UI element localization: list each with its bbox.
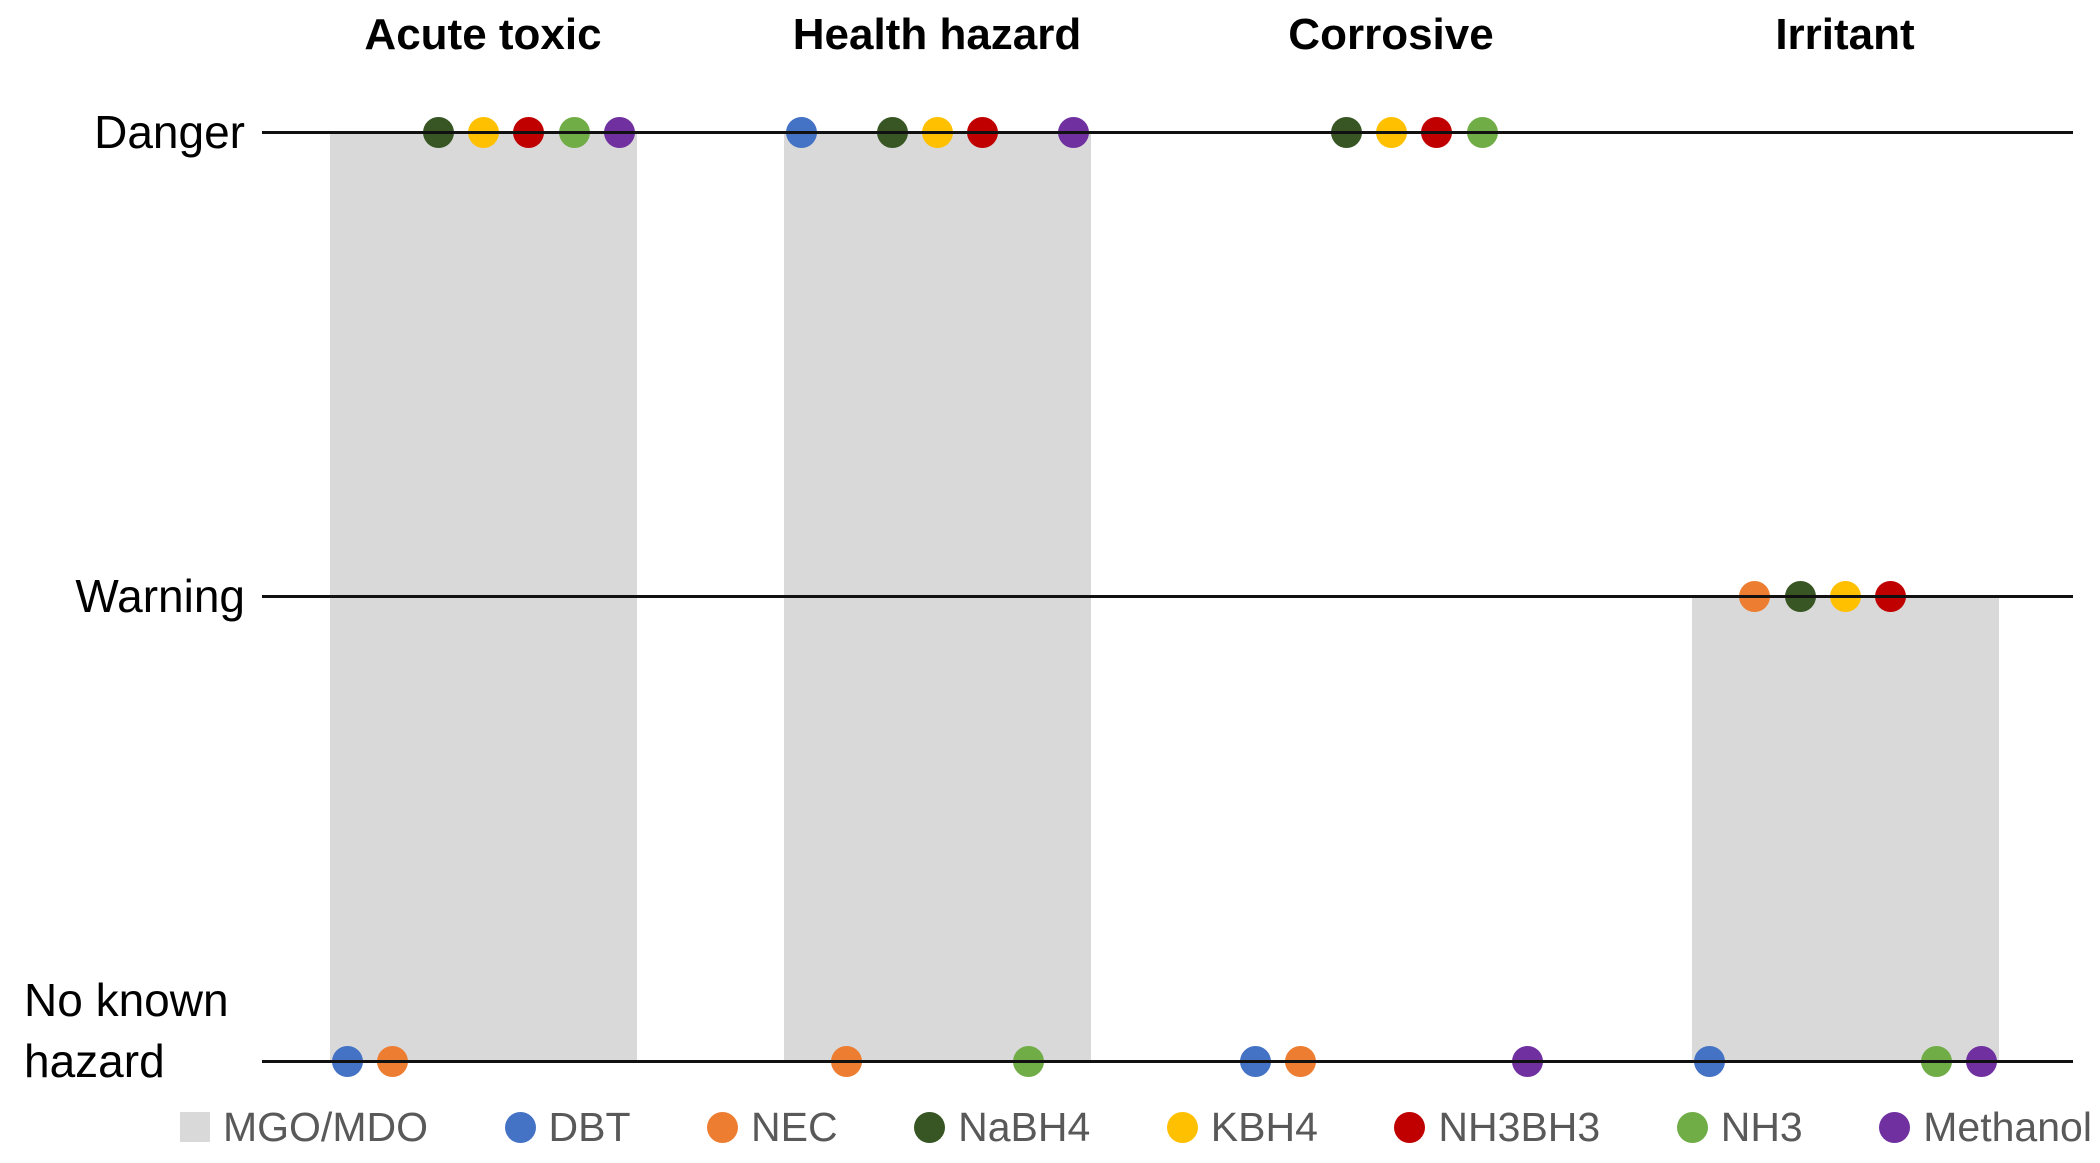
legend-label-mgo-mdo: MGO/MDO <box>223 1103 428 1150</box>
legend-item-nh3bh3: NH3BH3 <box>1394 1104 1600 1151</box>
legend-item-dbt: DBT <box>504 1103 631 1151</box>
legend-square-icon-mgo-mdo <box>180 1112 210 1142</box>
legend-circle-icon-nec <box>707 1111 739 1143</box>
legend-label-nh3: NH3 <box>1720 1103 1803 1150</box>
legend-label-nabh4: NaBH4 <box>958 1103 1091 1150</box>
legend-circle-icon-kbh4 <box>1166 1111 1198 1143</box>
legend-item-methanol: Methanol <box>1879 1104 2092 1151</box>
level-line-no-known-hazard <box>262 1060 2073 1063</box>
legend-label-dbt: DBT <box>548 1103 631 1150</box>
legend-circle-icon-methanol <box>1879 1111 1911 1143</box>
legend-circle-icon-nh3bh3 <box>1394 1111 1426 1143</box>
legend-label-kbh4: KBH4 <box>1210 1103 1318 1150</box>
legend-item-nabh4: NaBH4 <box>914 1104 1090 1151</box>
legend-label-nh3bh3: NH3BH3 <box>1438 1103 1601 1150</box>
legend-item-nec: NEC <box>707 1104 838 1151</box>
legend: MGO/MDO DBT NEC NaBH4 KBH4 NH3BH3 NH3 Methanol <box>180 1096 2092 1158</box>
level-line-warning <box>262 595 2073 598</box>
legend-item-mgo-mdo: MGO/MDO <box>180 1104 428 1151</box>
legend-circle-icon-dbt <box>504 1111 536 1143</box>
legend-circle-icon-nh3 <box>1676 1111 1708 1143</box>
legend-label-nec: NEC <box>751 1103 838 1150</box>
level-line-danger <box>262 131 2073 134</box>
legend-circle-icon-nabh4 <box>914 1111 946 1143</box>
legend-item-nh3: NH3 <box>1676 1103 1803 1151</box>
legend-item-kbh4: KBH4 <box>1166 1103 1318 1151</box>
legend-label-methanol: Methanol <box>1923 1103 2092 1150</box>
bar-mgo-mdo-irritant <box>1691 596 1999 1061</box>
